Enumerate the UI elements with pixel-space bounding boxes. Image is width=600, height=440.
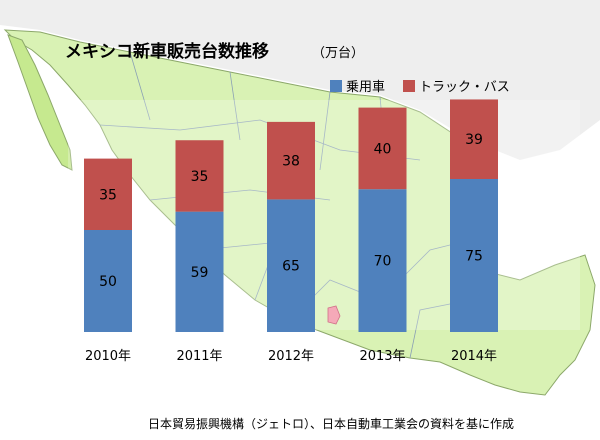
bar-truck-bus-3 — [358, 107, 407, 190]
bar-truck-bus-4 — [450, 99, 498, 179]
bar-passenger-1 — [175, 211, 224, 332]
source-note: 日本貿易振興機構（ジェトロ）、日本自動車工業会の資料を基に作成 — [148, 416, 514, 431]
bar-group: 50 35 59 35 65 38 70 40 75 39 — [84, 99, 498, 332]
data-label-truck-bus-0: 35 — [99, 187, 117, 203]
data-label-passenger-0: 50 — [99, 274, 117, 290]
bar-passenger-2 — [267, 199, 315, 332]
data-label-truck-bus-4: 39 — [465, 132, 483, 148]
baja-peninsula — [7, 34, 73, 171]
data-label-passenger-3: 70 — [374, 254, 392, 270]
legend-swatch-passenger — [330, 80, 342, 92]
bar-passenger-4 — [450, 179, 498, 332]
legend-swatch-truck-bus — [403, 80, 415, 92]
chart-unit: （万台） — [312, 46, 364, 61]
x-axis-tick-labels: 2010年 2011年 2012年 2013年 2014年 — [85, 349, 497, 364]
plot-area-overlay — [68, 100, 580, 330]
mexico-city-marker — [327, 305, 341, 325]
bar-passenger-3 — [358, 189, 407, 332]
data-label-truck-bus-3: 40 — [374, 141, 392, 157]
legend-label-truck-bus: トラック・バス — [419, 80, 510, 95]
bar-truck-bus-0 — [84, 158, 132, 230]
data-label-passenger-4: 75 — [465, 249, 483, 265]
data-label-passenger-1: 59 — [191, 265, 209, 281]
x-tick-label-0: 2010年 — [85, 349, 131, 364]
chart-title: メキシコ新車販売台数推移 — [65, 41, 269, 62]
data-label-truck-bus-2: 38 — [282, 154, 300, 170]
data-label-passenger-2: 65 — [282, 259, 300, 275]
bar-truck-bus-2 — [267, 121, 315, 200]
x-tick-label-1: 2011年 — [176, 349, 222, 364]
chart-legend: 乗用車 トラック・バス — [330, 80, 510, 95]
x-tick-label-2: 2012年 — [268, 349, 314, 364]
x-tick-label-4: 2014年 — [451, 349, 497, 364]
legend-label-passenger: 乗用車 — [346, 80, 385, 95]
data-label-truck-bus-1: 35 — [191, 169, 209, 185]
bar-passenger-0 — [84, 230, 132, 332]
x-tick-label-3: 2013年 — [359, 349, 405, 364]
bar-truck-bus-1 — [175, 140, 224, 212]
